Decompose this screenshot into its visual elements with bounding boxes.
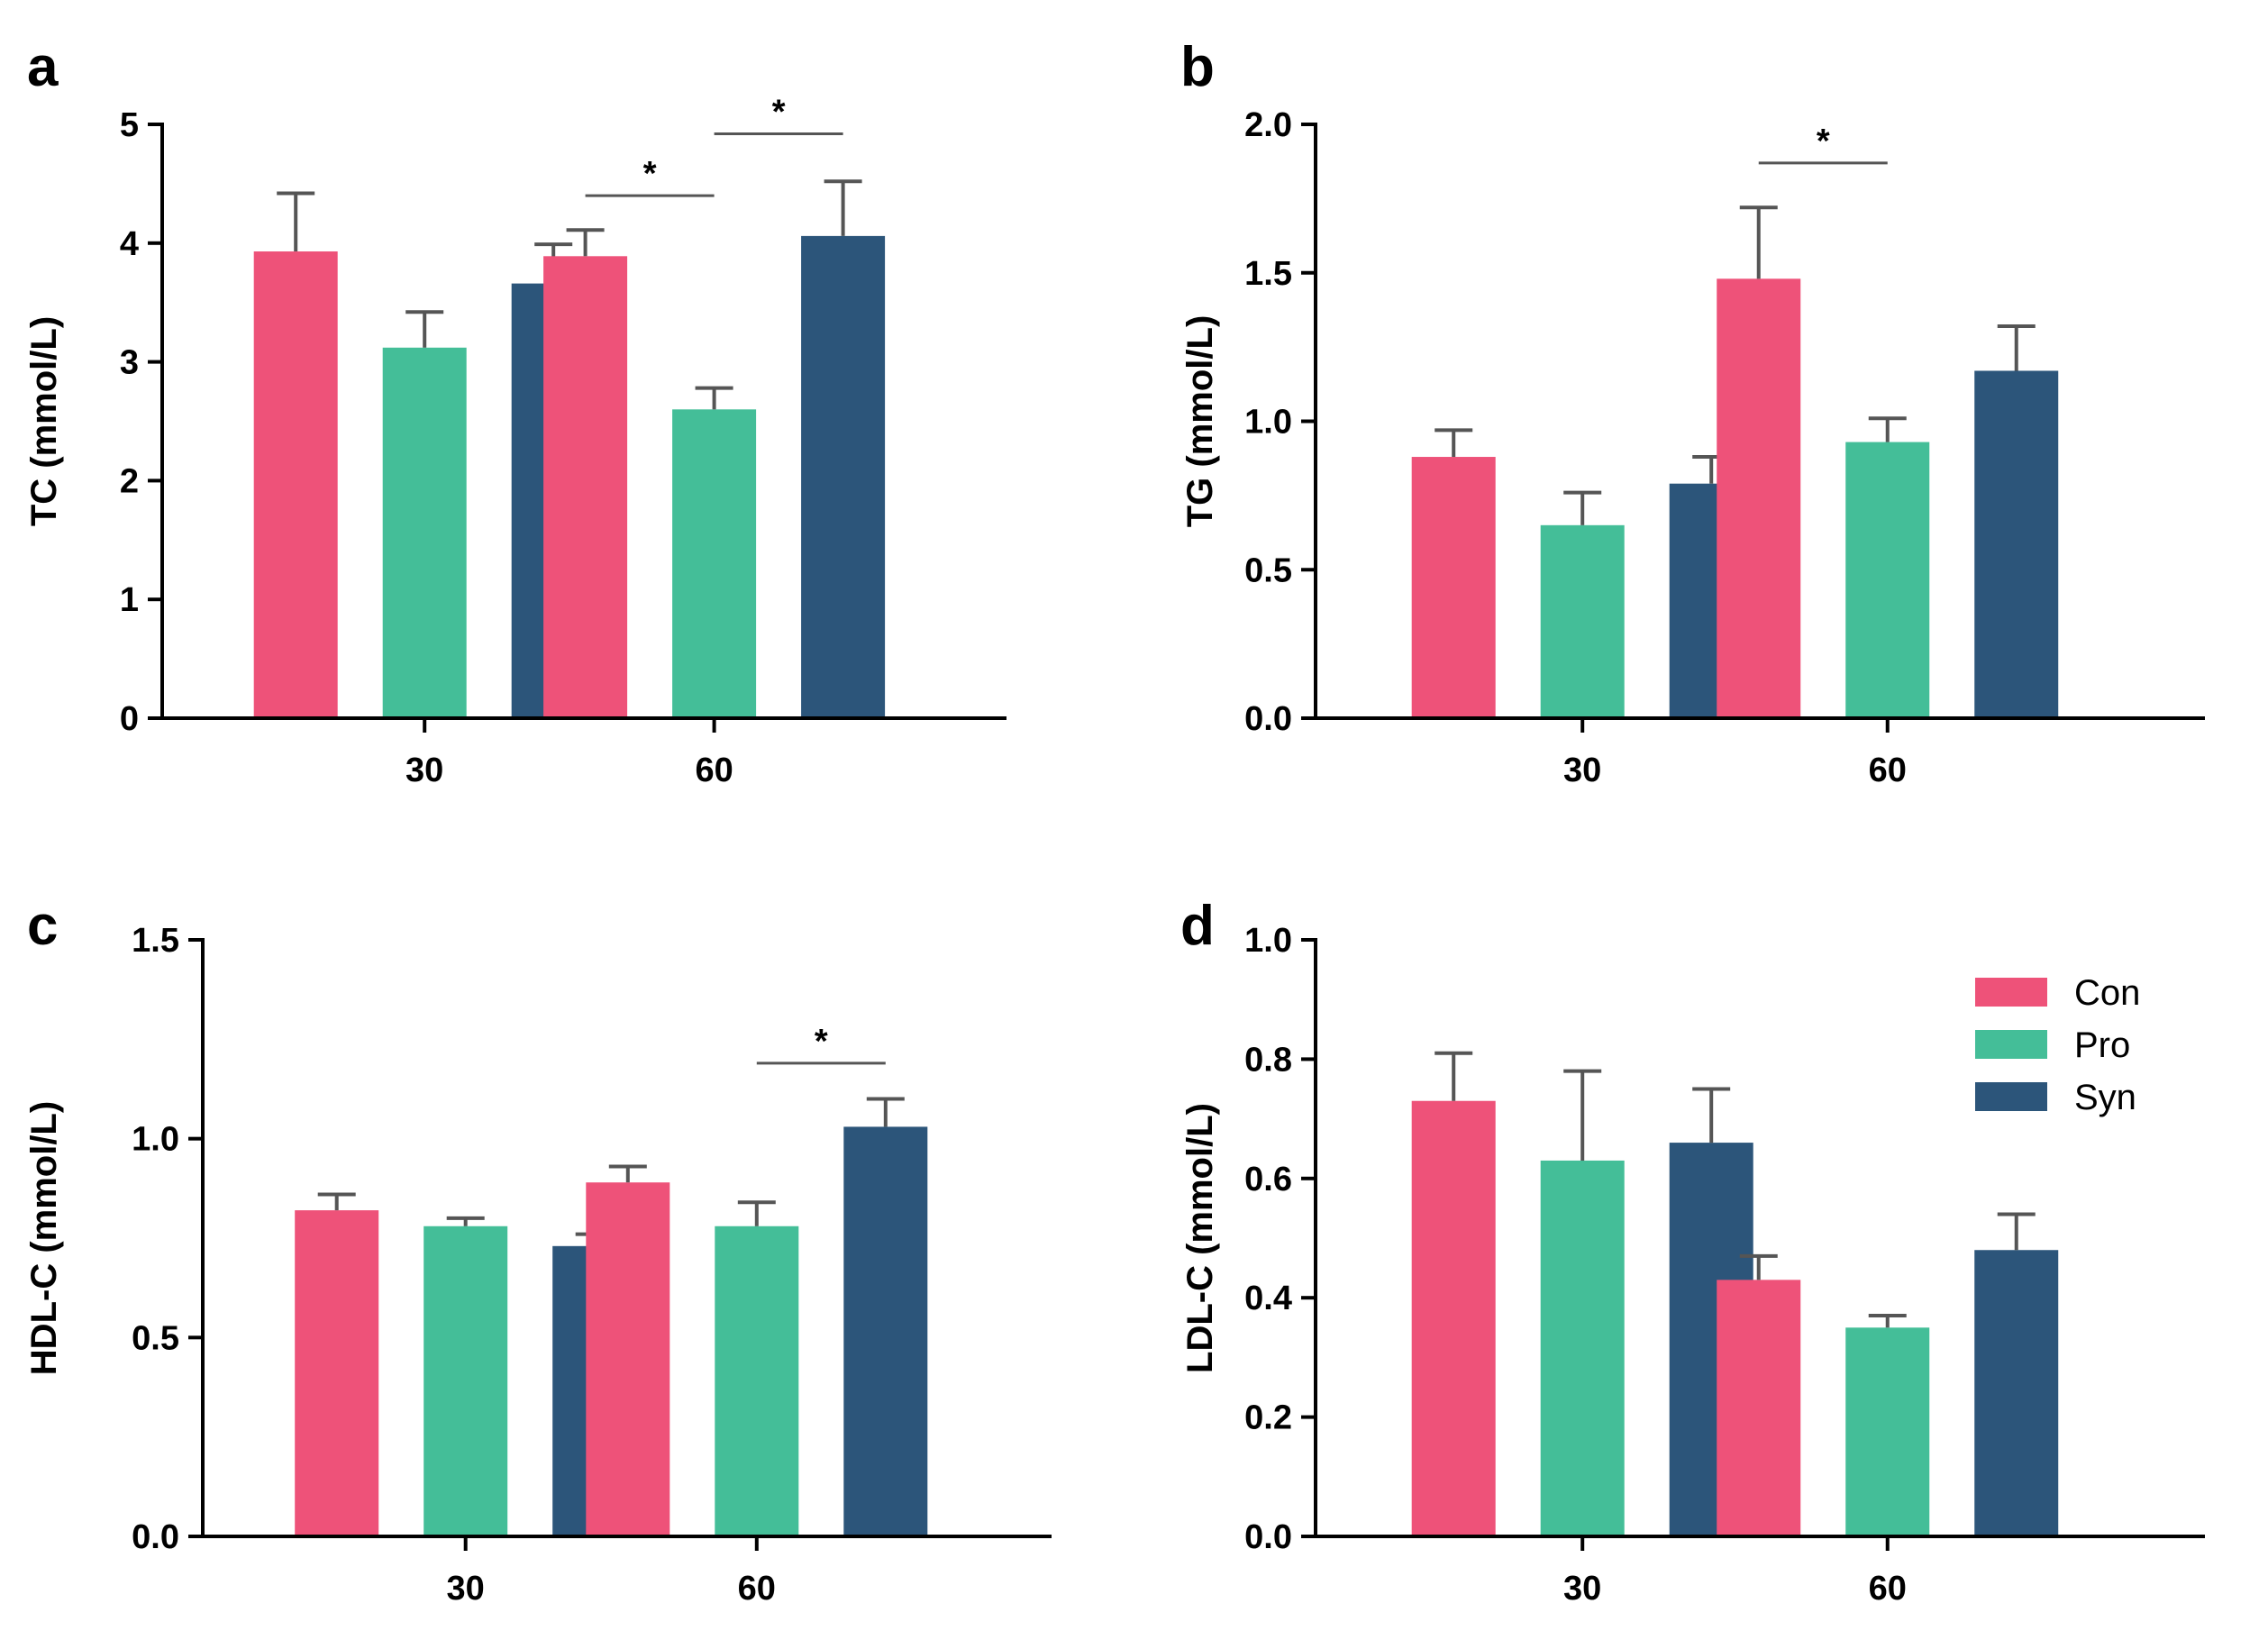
chart-panel-b: b TG (mmol/L) 30 60 * 0.0 0.5 1.0 1.5 2.0 xyxy=(1180,36,2205,789)
y-tick-label: 0.5 xyxy=(132,1319,179,1357)
y-axis-title: HDL-C (mmol/L) xyxy=(24,1101,64,1375)
significance-star: * xyxy=(815,1023,828,1061)
x-tick-label: 60 xyxy=(738,1570,776,1608)
panel-letter: c xyxy=(27,895,58,957)
legend-swatch-pro xyxy=(1975,1030,2047,1059)
bar-pro-60 xyxy=(1845,442,1930,718)
legend-label-con: Con xyxy=(2074,973,2140,1013)
bar-con-60 xyxy=(586,1182,670,1536)
x-tick-label: 30 xyxy=(447,1570,485,1608)
x-tick-label: 30 xyxy=(1563,1570,1601,1608)
y-tick-label: 1.0 xyxy=(1244,922,1292,960)
y-tick-label: 2.0 xyxy=(1244,106,1292,144)
y-axis-title: TC (mmol/L) xyxy=(24,316,64,526)
bar-con-30 xyxy=(253,251,338,718)
bar-pro-30 xyxy=(1540,1160,1625,1536)
bar-pro-30 xyxy=(424,1226,508,1536)
x-tick-label: 60 xyxy=(1869,752,1907,789)
y-tick-label: 1.5 xyxy=(132,922,179,960)
y-tick-label: 0.6 xyxy=(1244,1161,1292,1198)
y-tick-label: 0.8 xyxy=(1244,1041,1292,1079)
bar-con-30 xyxy=(1411,1100,1496,1536)
y-tick-label: 0.5 xyxy=(1244,551,1292,589)
legend-label-pro: Pro xyxy=(2074,1025,2130,1065)
panel-letter: b xyxy=(1180,36,1215,98)
bar-syn-60 xyxy=(1974,1250,2059,1536)
y-tick-label: 3 xyxy=(120,344,139,382)
bar-con-60 xyxy=(1717,278,1801,718)
bar-pro-30 xyxy=(1540,524,1625,718)
y-tick-label: 1.0 xyxy=(132,1121,179,1159)
legend-swatch-syn xyxy=(1975,1082,2047,1111)
bar-syn-60 xyxy=(1974,370,2059,718)
bar-pro-60 xyxy=(1845,1327,1930,1536)
y-axis-title: LDL-C (mmol/L) xyxy=(1180,1103,1220,1373)
chart-panel-a: a TC (mmol/L) 30 60 * * 0 1 2 3 4 5 xyxy=(24,36,1006,789)
panel-letter: a xyxy=(27,36,59,98)
y-tick-label: 0 xyxy=(120,700,139,738)
bar-syn-60 xyxy=(843,1126,928,1536)
legend-label-syn: Syn xyxy=(2074,1078,2136,1117)
y-tick-label: 1.5 xyxy=(1244,255,1292,293)
y-tick-label: 0.0 xyxy=(132,1518,179,1556)
bar-con-30 xyxy=(295,1210,379,1536)
chart-panel-c: c HDL-C (mmol/L) 30 60 * 0.0 0.5 1.0 1.5 xyxy=(24,895,1052,1608)
x-tick-label: 30 xyxy=(405,752,443,789)
bar-con-30 xyxy=(1411,457,1496,718)
panel-letter: d xyxy=(1180,895,1215,957)
bar-con-60 xyxy=(543,256,628,719)
x-tick-label: 60 xyxy=(1869,1570,1907,1608)
bar-pro-60 xyxy=(672,409,757,718)
significance-star: * xyxy=(643,155,657,193)
bar-pro-60 xyxy=(715,1226,799,1536)
y-tick-label: 2 xyxy=(120,462,139,500)
x-tick-label: 60 xyxy=(695,752,733,789)
y-tick-label: 1.0 xyxy=(1244,404,1292,442)
y-tick-label: 0.0 xyxy=(1244,700,1292,738)
y-tick-label: 0.4 xyxy=(1244,1280,1292,1317)
legend-swatch-con xyxy=(1975,978,2047,1007)
legend: Con Pro Syn xyxy=(1975,973,2140,1117)
y-tick-label: 4 xyxy=(120,225,139,263)
bar-pro-30 xyxy=(382,347,467,718)
y-tick-label: 0.0 xyxy=(1244,1518,1292,1556)
y-tick-label: 5 xyxy=(120,106,139,144)
y-axis-title: TG (mmol/L) xyxy=(1180,315,1220,528)
y-tick-label: 1 xyxy=(120,581,139,619)
y-tick-label: 0.2 xyxy=(1244,1399,1292,1437)
chart-panel-d: d LDL-C (mmol/L) 30 60 0.0 0.2 0.4 0.6 0.8 1.0 xyxy=(1180,895,2205,1608)
bar-syn-60 xyxy=(801,235,886,719)
significance-star: * xyxy=(1817,123,1830,160)
bar-con-60 xyxy=(1717,1280,1801,1536)
x-tick-label: 30 xyxy=(1563,752,1601,789)
significance-star: * xyxy=(772,94,786,132)
